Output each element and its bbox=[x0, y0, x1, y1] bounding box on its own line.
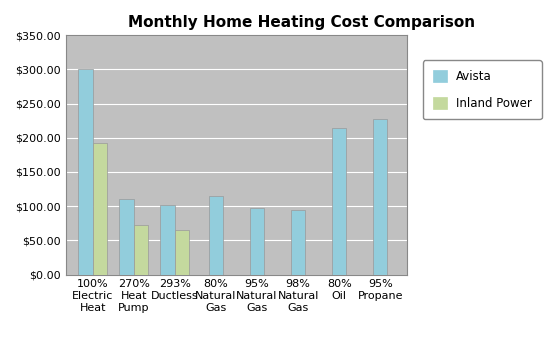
Bar bbox=[373, 119, 388, 275]
Legend: Avista, Inland Power: Avista, Inland Power bbox=[423, 60, 542, 119]
Bar bbox=[291, 210, 305, 275]
Bar bbox=[134, 225, 148, 275]
Bar bbox=[209, 196, 223, 275]
Bar bbox=[250, 208, 264, 275]
Title: Monthly Home Heating Cost Comparison: Monthly Home Heating Cost Comparison bbox=[128, 15, 475, 30]
Bar bbox=[175, 230, 189, 275]
Bar bbox=[78, 69, 93, 275]
Bar bbox=[93, 143, 107, 275]
Bar bbox=[332, 127, 346, 275]
Bar bbox=[161, 205, 175, 275]
Bar bbox=[119, 199, 134, 275]
